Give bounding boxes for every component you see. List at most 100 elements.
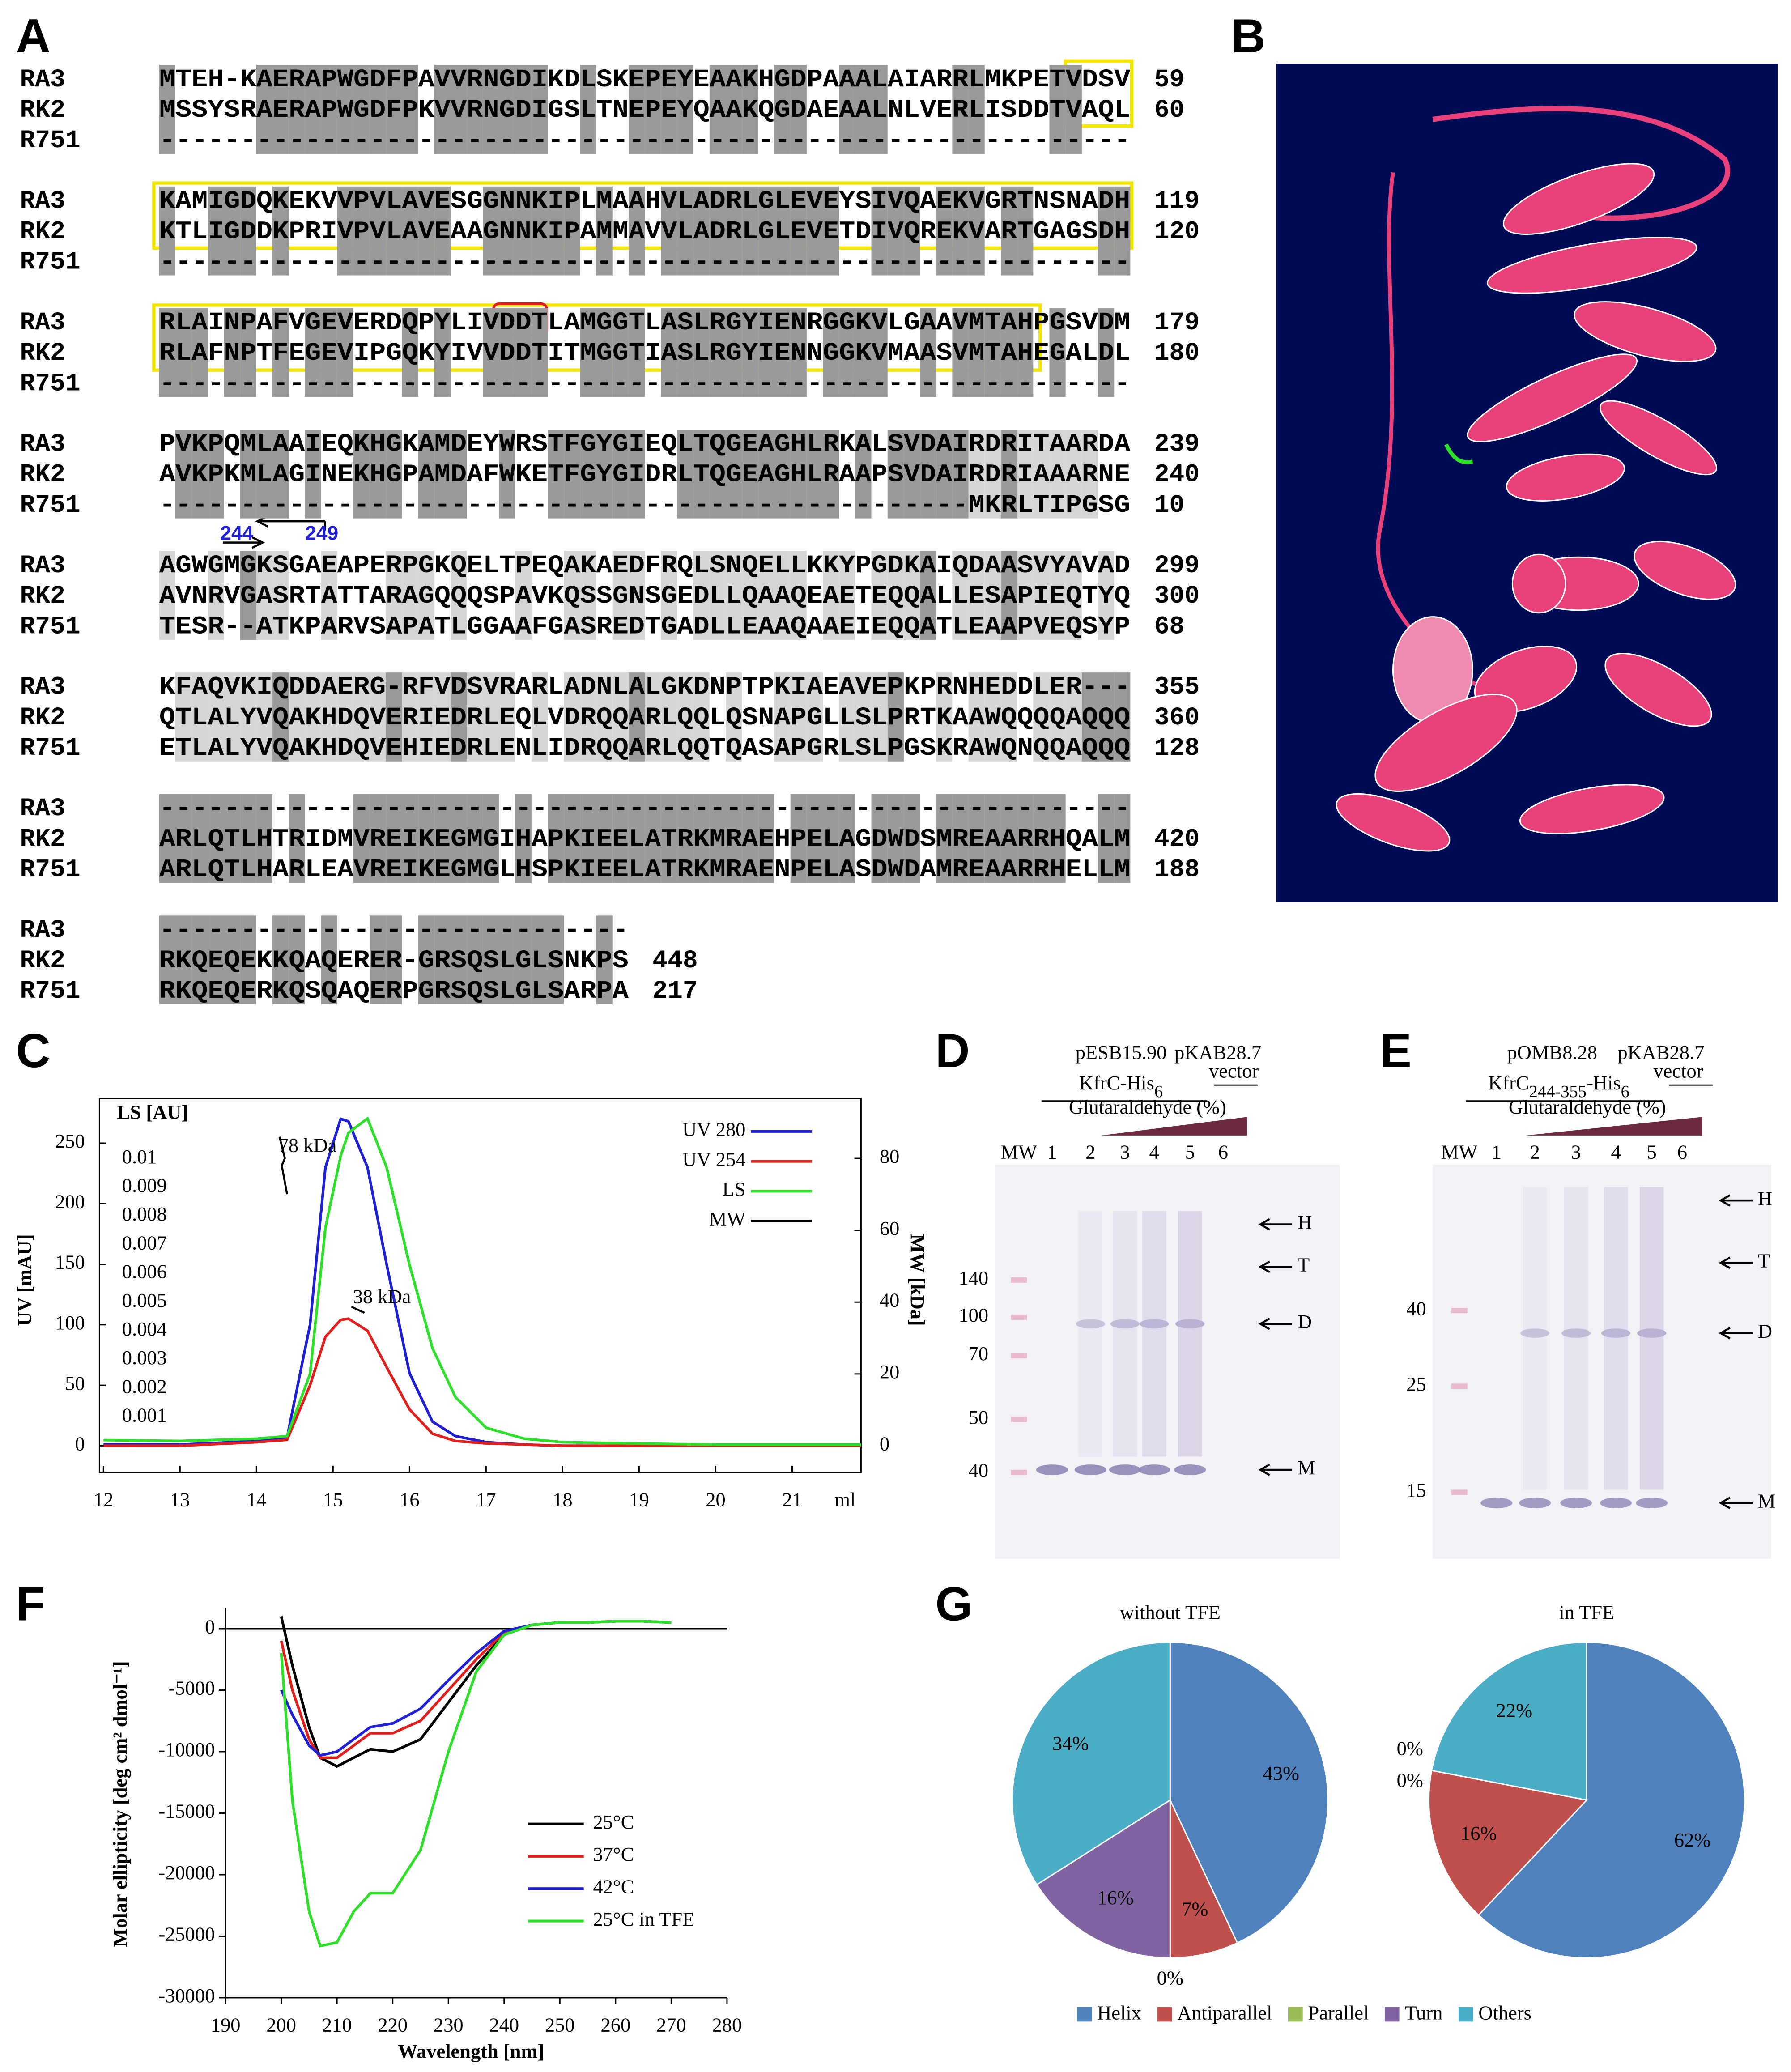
- lane-label: 4: [1149, 1141, 1159, 1163]
- residue-shade: [839, 551, 855, 640]
- x-tick-label: 250: [545, 2013, 575, 2036]
- residue-shade: [1017, 429, 1034, 519]
- residue-shade: [370, 429, 386, 519]
- residue-shade: [645, 672, 661, 762]
- coil: [1432, 106, 1731, 221]
- residue-shade: [1033, 429, 1050, 519]
- y-tick-label: -30000: [158, 1984, 215, 2007]
- residue-shade: [580, 429, 596, 519]
- marker-band: [1011, 1353, 1027, 1358]
- residue-shade: [709, 186, 726, 276]
- band-arrow: [1258, 1260, 1293, 1273]
- residue-shade: [790, 429, 807, 519]
- x-tick-label: 240: [489, 2013, 519, 2036]
- sequence: MTEH-KAERAPWGDFPAVVRNGDIKDLSKEPEYEAAKHGD…: [159, 65, 1131, 94]
- residue-shade: [1114, 186, 1131, 276]
- pie-title: without TFE: [1120, 1601, 1221, 1623]
- residue-shade: [386, 429, 402, 519]
- residue-shade: [580, 65, 596, 154]
- residue-shade: [272, 551, 289, 640]
- residue-shade: [418, 794, 434, 883]
- panel-label: D: [935, 1024, 970, 1077]
- residue-shade: [839, 65, 855, 154]
- sequence-name: RA3: [20, 916, 65, 945]
- residue-shade: [952, 429, 969, 519]
- sequence: KAMIGDQKEKVVPVLAVESGGNNKIPLMAAHVLADRLGLE…: [159, 187, 1131, 215]
- residue-shade: [612, 672, 629, 762]
- sequence: ----------------------------------------…: [159, 794, 1131, 823]
- residue-shade: [191, 308, 208, 397]
- lane-label: 4: [1611, 1141, 1621, 1163]
- residue-shade: [806, 186, 823, 276]
- ls-tick-label: 0.008: [122, 1203, 167, 1225]
- residue-shade: [628, 65, 645, 154]
- sequence: ETLALYVQAKHDQVEHIEDRLENLIDRQQARLQQTQASAP…: [159, 734, 1131, 762]
- sequence-end: 119: [1154, 187, 1200, 215]
- residue-shade: [920, 551, 936, 640]
- legend-label: 25°C in TFE: [593, 1908, 694, 1930]
- x-tick-label: 200: [266, 2013, 296, 2036]
- residue-shade: [337, 65, 353, 154]
- residue-shade: [564, 672, 580, 762]
- construct: KfrC244-355-His6: [1488, 1072, 1629, 1101]
- residue-shade: [483, 672, 499, 762]
- residue-shade: [628, 308, 645, 397]
- residue-shade: [353, 186, 370, 276]
- residue-shade: [370, 672, 386, 762]
- residue-shade: [224, 672, 240, 762]
- sequence: ARLQTLHTRIDMVREIKEGMGIHAPKIEELATRKMRAEHP…: [159, 825, 1131, 853]
- sequence-end: 217: [652, 977, 698, 1005]
- marker-band: [1451, 1308, 1468, 1314]
- residue-shade: [903, 551, 920, 640]
- residue-shade: [450, 65, 467, 154]
- sequence-end: 120: [1154, 217, 1200, 246]
- y-tick-label: -10000: [158, 1738, 215, 1761]
- sequence: KFAQVKIQDDAERG-RFVDSVRARLADNLALGKDNPTPKI…: [159, 673, 1131, 702]
- residue-shade: [321, 308, 337, 397]
- y-axis-label: Molar ellipticity [deg cm² dmol⁻¹]: [109, 1661, 131, 1947]
- residue-shade: [709, 65, 726, 154]
- gel-band: [1480, 1498, 1513, 1508]
- residue-shade: [806, 672, 823, 762]
- residue-shade: [240, 672, 256, 762]
- legend-label: Turn: [1404, 2002, 1442, 2024]
- sequence: KTLIGDDKPRIVPVLAVEAAGNNKIPAMMAVVLADRLGLE…: [159, 217, 1131, 246]
- residue-shade: [434, 65, 451, 154]
- residue-shade: [531, 672, 548, 762]
- sequence-name: R751: [20, 369, 80, 398]
- residue-shade: [483, 65, 499, 154]
- y2-tick-label: 80: [880, 1145, 899, 1167]
- residue-shade: [968, 551, 985, 640]
- lane-label: 1: [1047, 1141, 1057, 1163]
- residue-shade: [871, 186, 888, 276]
- residue-shade: [823, 308, 839, 397]
- residue-shade: [434, 794, 451, 883]
- pie-slice: [1477, 1641, 1745, 1959]
- residue-shade: [531, 915, 548, 1004]
- residue-shade: [386, 915, 402, 1004]
- residue-shade: [402, 794, 418, 883]
- gel-band: [1636, 1498, 1668, 1508]
- residue-shade: [483, 915, 499, 1004]
- residue-shade: [191, 794, 208, 883]
- residue-shade: [1049, 308, 1066, 397]
- residue-shade: [968, 794, 985, 883]
- residue-shade: [499, 429, 515, 519]
- gel-band: [1174, 1464, 1206, 1475]
- sequence-name: RK2: [20, 825, 65, 853]
- residue-shade: [725, 672, 742, 762]
- residue-shade: [693, 551, 710, 640]
- residue-shade: [450, 915, 467, 1004]
- residue-shade: [402, 186, 418, 276]
- residue-shade: [1065, 672, 1082, 762]
- band-arrow: [1258, 1318, 1293, 1330]
- residue-shade: [758, 186, 774, 276]
- residue-shade: [839, 794, 855, 883]
- vector-plasmid: pKAB28.7: [1174, 1041, 1261, 1064]
- gradient-label: Glutaraldehyde (%): [1509, 1096, 1666, 1118]
- residue-shade: [1049, 794, 1066, 883]
- residue-shade: [661, 551, 677, 640]
- pie-label: 0%: [1397, 1769, 1423, 1791]
- sequence: PVKPQMLAAIEQKHGKAMDEYWRSTFGYGIEQLTQGEAGH…: [159, 430, 1131, 458]
